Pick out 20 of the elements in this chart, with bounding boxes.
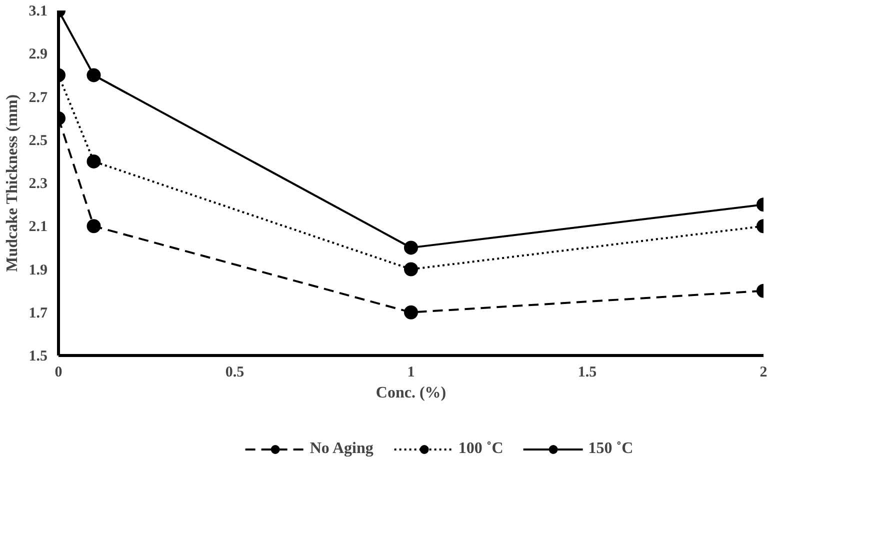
- y-tick-label: 2.3: [28, 176, 48, 192]
- x-axis-title: Conc. (%): [376, 384, 446, 402]
- legend-label: 150 ˚C: [588, 440, 634, 458]
- y-tick-label: 1.7: [28, 305, 48, 322]
- y-tick-label: 2.9: [28, 46, 48, 63]
- y-tick-label: 3.1: [28, 4, 48, 20]
- y-tick-label: 1.5: [28, 348, 48, 364]
- point: [404, 240, 418, 255]
- y-axis-title: Mudcake Thickness (mm): [4, 94, 21, 272]
- y-tick-label: 2.1: [28, 219, 48, 236]
- x-tick-label: 1: [407, 364, 415, 380]
- y-tick-label: 1.9: [28, 262, 48, 278]
- x-tick-label: 0.5: [225, 364, 244, 380]
- x-tick-label: 1.5: [578, 364, 597, 380]
- x-tick-label: 2: [760, 364, 768, 380]
- y-tick-label: 2.5: [28, 132, 48, 149]
- legend-label: No Aging: [310, 440, 374, 458]
- x-tick-label: 0: [54, 364, 62, 380]
- legend-label: 100 ˚C: [458, 440, 504, 458]
- y-tick-label: 2.7: [28, 90, 48, 106]
